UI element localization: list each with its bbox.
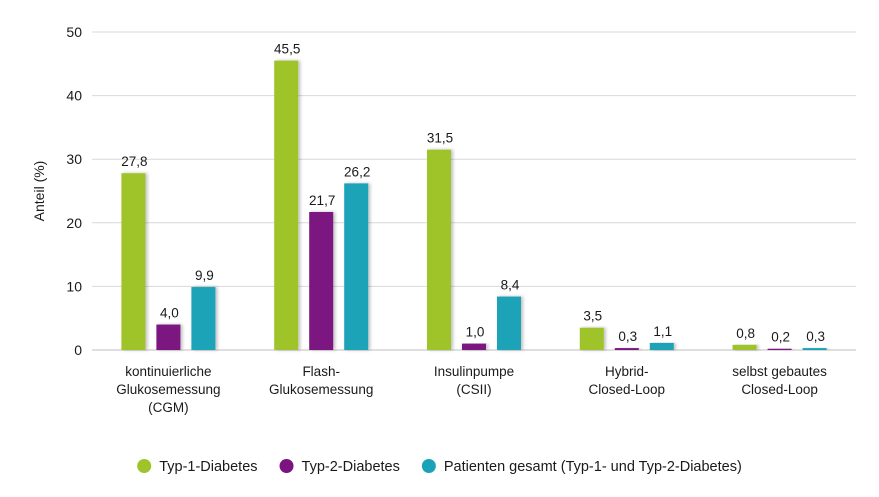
- legend-swatch: [279, 459, 294, 473]
- bar: [732, 344, 757, 350]
- bar: [427, 149, 451, 350]
- bar: [497, 296, 521, 350]
- bars: [121, 60, 827, 351]
- category-label: Insulinpumpe: [434, 364, 514, 379]
- y-tick-label: 10: [66, 278, 82, 294]
- bar: [191, 287, 216, 350]
- bar: [274, 60, 299, 351]
- bar: [614, 348, 639, 350]
- category-label: selbst gebautes: [732, 364, 827, 379]
- data-label: 27,8: [121, 154, 147, 169]
- category-label: (CSII): [456, 382, 491, 397]
- data-label: 0,3: [806, 329, 825, 344]
- y-tick-label: 0: [74, 342, 82, 358]
- legend-item: Patienten gesamt (Typ-1- und Typ-2-Diabe…: [421, 459, 742, 475]
- legend-swatch: [137, 459, 152, 473]
- y-axis-ticks: 0 10 20 30 40 50: [66, 24, 82, 358]
- y-axis-title: Anteil (%): [31, 161, 47, 222]
- legend: Typ-1-Diabetes Typ-2-Diabetes Patienten ge…: [137, 459, 742, 475]
- data-label: 1,0: [466, 325, 485, 340]
- gridlines: [92, 31, 856, 351]
- y-tick-label: 40: [66, 88, 82, 104]
- data-label: 26,2: [344, 164, 370, 179]
- data-label: 45,5: [274, 42, 300, 57]
- legend-item: Typ-2-Diabetes: [279, 459, 400, 475]
- y-tick-label: 30: [66, 151, 82, 167]
- legend-label: Patienten gesamt (Typ-1- und Typ-2-Diabe…: [444, 459, 742, 475]
- data-label: 21,7: [309, 193, 335, 208]
- bar: [462, 343, 486, 350]
- legend-swatch: [421, 459, 436, 473]
- bar: [767, 348, 792, 350]
- category-label: Closed-Loop: [589, 382, 666, 397]
- category-labels: kontinuierliche Glukosemessung (CGM) Flash-…: [116, 364, 827, 415]
- category-label: Closed-Loop: [741, 382, 818, 397]
- bar: [579, 327, 604, 350]
- category-label: Hybrid-: [605, 364, 649, 379]
- data-label: 1,1: [653, 324, 672, 339]
- data-label: 0,3: [618, 329, 637, 344]
- data-label: 31,5: [427, 131, 453, 146]
- legend-label: Typ-1-Diabetes: [159, 459, 257, 475]
- category-label: Flash-: [302, 364, 340, 379]
- bar: [309, 211, 334, 350]
- data-label: 0,2: [771, 330, 790, 345]
- category-label: Glukosemessung: [116, 382, 220, 397]
- bar: [344, 183, 369, 350]
- data-label: 9,9: [195, 268, 214, 283]
- legend-label: Typ-2-Diabetes: [302, 459, 400, 475]
- data-label: 3,5: [583, 309, 602, 324]
- category-label: (CGM): [148, 400, 189, 415]
- legend-item: Typ-1-Diabetes: [137, 459, 258, 475]
- bar: [156, 324, 181, 350]
- bar: [802, 348, 827, 350]
- data-label: 8,4: [501, 278, 520, 293]
- data-labels: 27,8 45,5 31,5 3,5 0,8 4,0 21,7 1,0 0,3 0,2 9,9 26,…: [121, 42, 825, 345]
- data-label: 0,8: [736, 326, 755, 341]
- category-label: Glukosemessung: [269, 382, 373, 397]
- bar: [649, 343, 674, 350]
- data-label: 4,0: [160, 306, 179, 321]
- y-tick-label: 20: [66, 215, 82, 231]
- bar: [121, 173, 146, 350]
- category-label: kontinuierliche: [125, 364, 211, 379]
- y-tick-label: 50: [66, 24, 82, 40]
